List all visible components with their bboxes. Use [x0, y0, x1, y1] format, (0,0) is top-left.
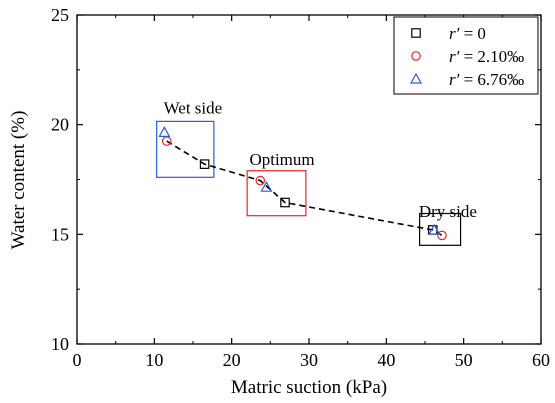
annotation-label: Wet side	[164, 99, 223, 118]
y-axis-title: Water content (%)	[8, 111, 29, 250]
legend-label: r′ = 2.10‰	[449, 47, 524, 66]
annotation-box	[246, 170, 307, 217]
annotation-label: Dry side	[419, 202, 477, 221]
legend-label: r′ = 6.76‰	[449, 70, 524, 89]
x-tick-label: 40	[377, 350, 395, 370]
legend: r′ = 0 r′ = 2.10‰ r′ = 6.76‰	[393, 16, 539, 95]
y-tick-label: 10	[51, 334, 69, 354]
y-tick-label: 25	[51, 5, 69, 25]
legend-label: r′ = 0	[449, 24, 486, 43]
y-tick-label: 20	[51, 115, 69, 135]
triangle-point	[428, 223, 441, 235]
square-point	[199, 159, 210, 169]
square-point	[280, 197, 290, 208]
annotation-label: Optimum	[249, 150, 314, 169]
annotation-boxes	[156, 120, 462, 246]
x-axis-title: Matric suction (kPa)	[231, 377, 387, 398]
x-tick-label: 50	[455, 350, 473, 370]
data-markers	[158, 126, 447, 241]
annotation-box	[156, 120, 215, 178]
triangle-point	[260, 180, 273, 192]
x-tick-label: 0	[73, 350, 82, 370]
legend-box	[393, 16, 539, 95]
triangle-point	[158, 126, 171, 137]
y-tick-label: 15	[51, 224, 69, 244]
circle-point	[437, 230, 447, 241]
x-tick-label: 10	[145, 350, 163, 370]
annotation-labels: Wet side Optimum Dry side	[164, 99, 477, 221]
x-tick-label: 20	[223, 350, 241, 370]
legend-marker-circle	[411, 51, 421, 61]
annotation-box	[418, 212, 462, 246]
circle-point	[255, 175, 266, 186]
x-tick-label: 60	[532, 350, 550, 370]
x-tick-label: 30	[300, 350, 318, 370]
legend-marker-square	[411, 28, 421, 38]
legend-marker-triangle	[409, 72, 423, 84]
